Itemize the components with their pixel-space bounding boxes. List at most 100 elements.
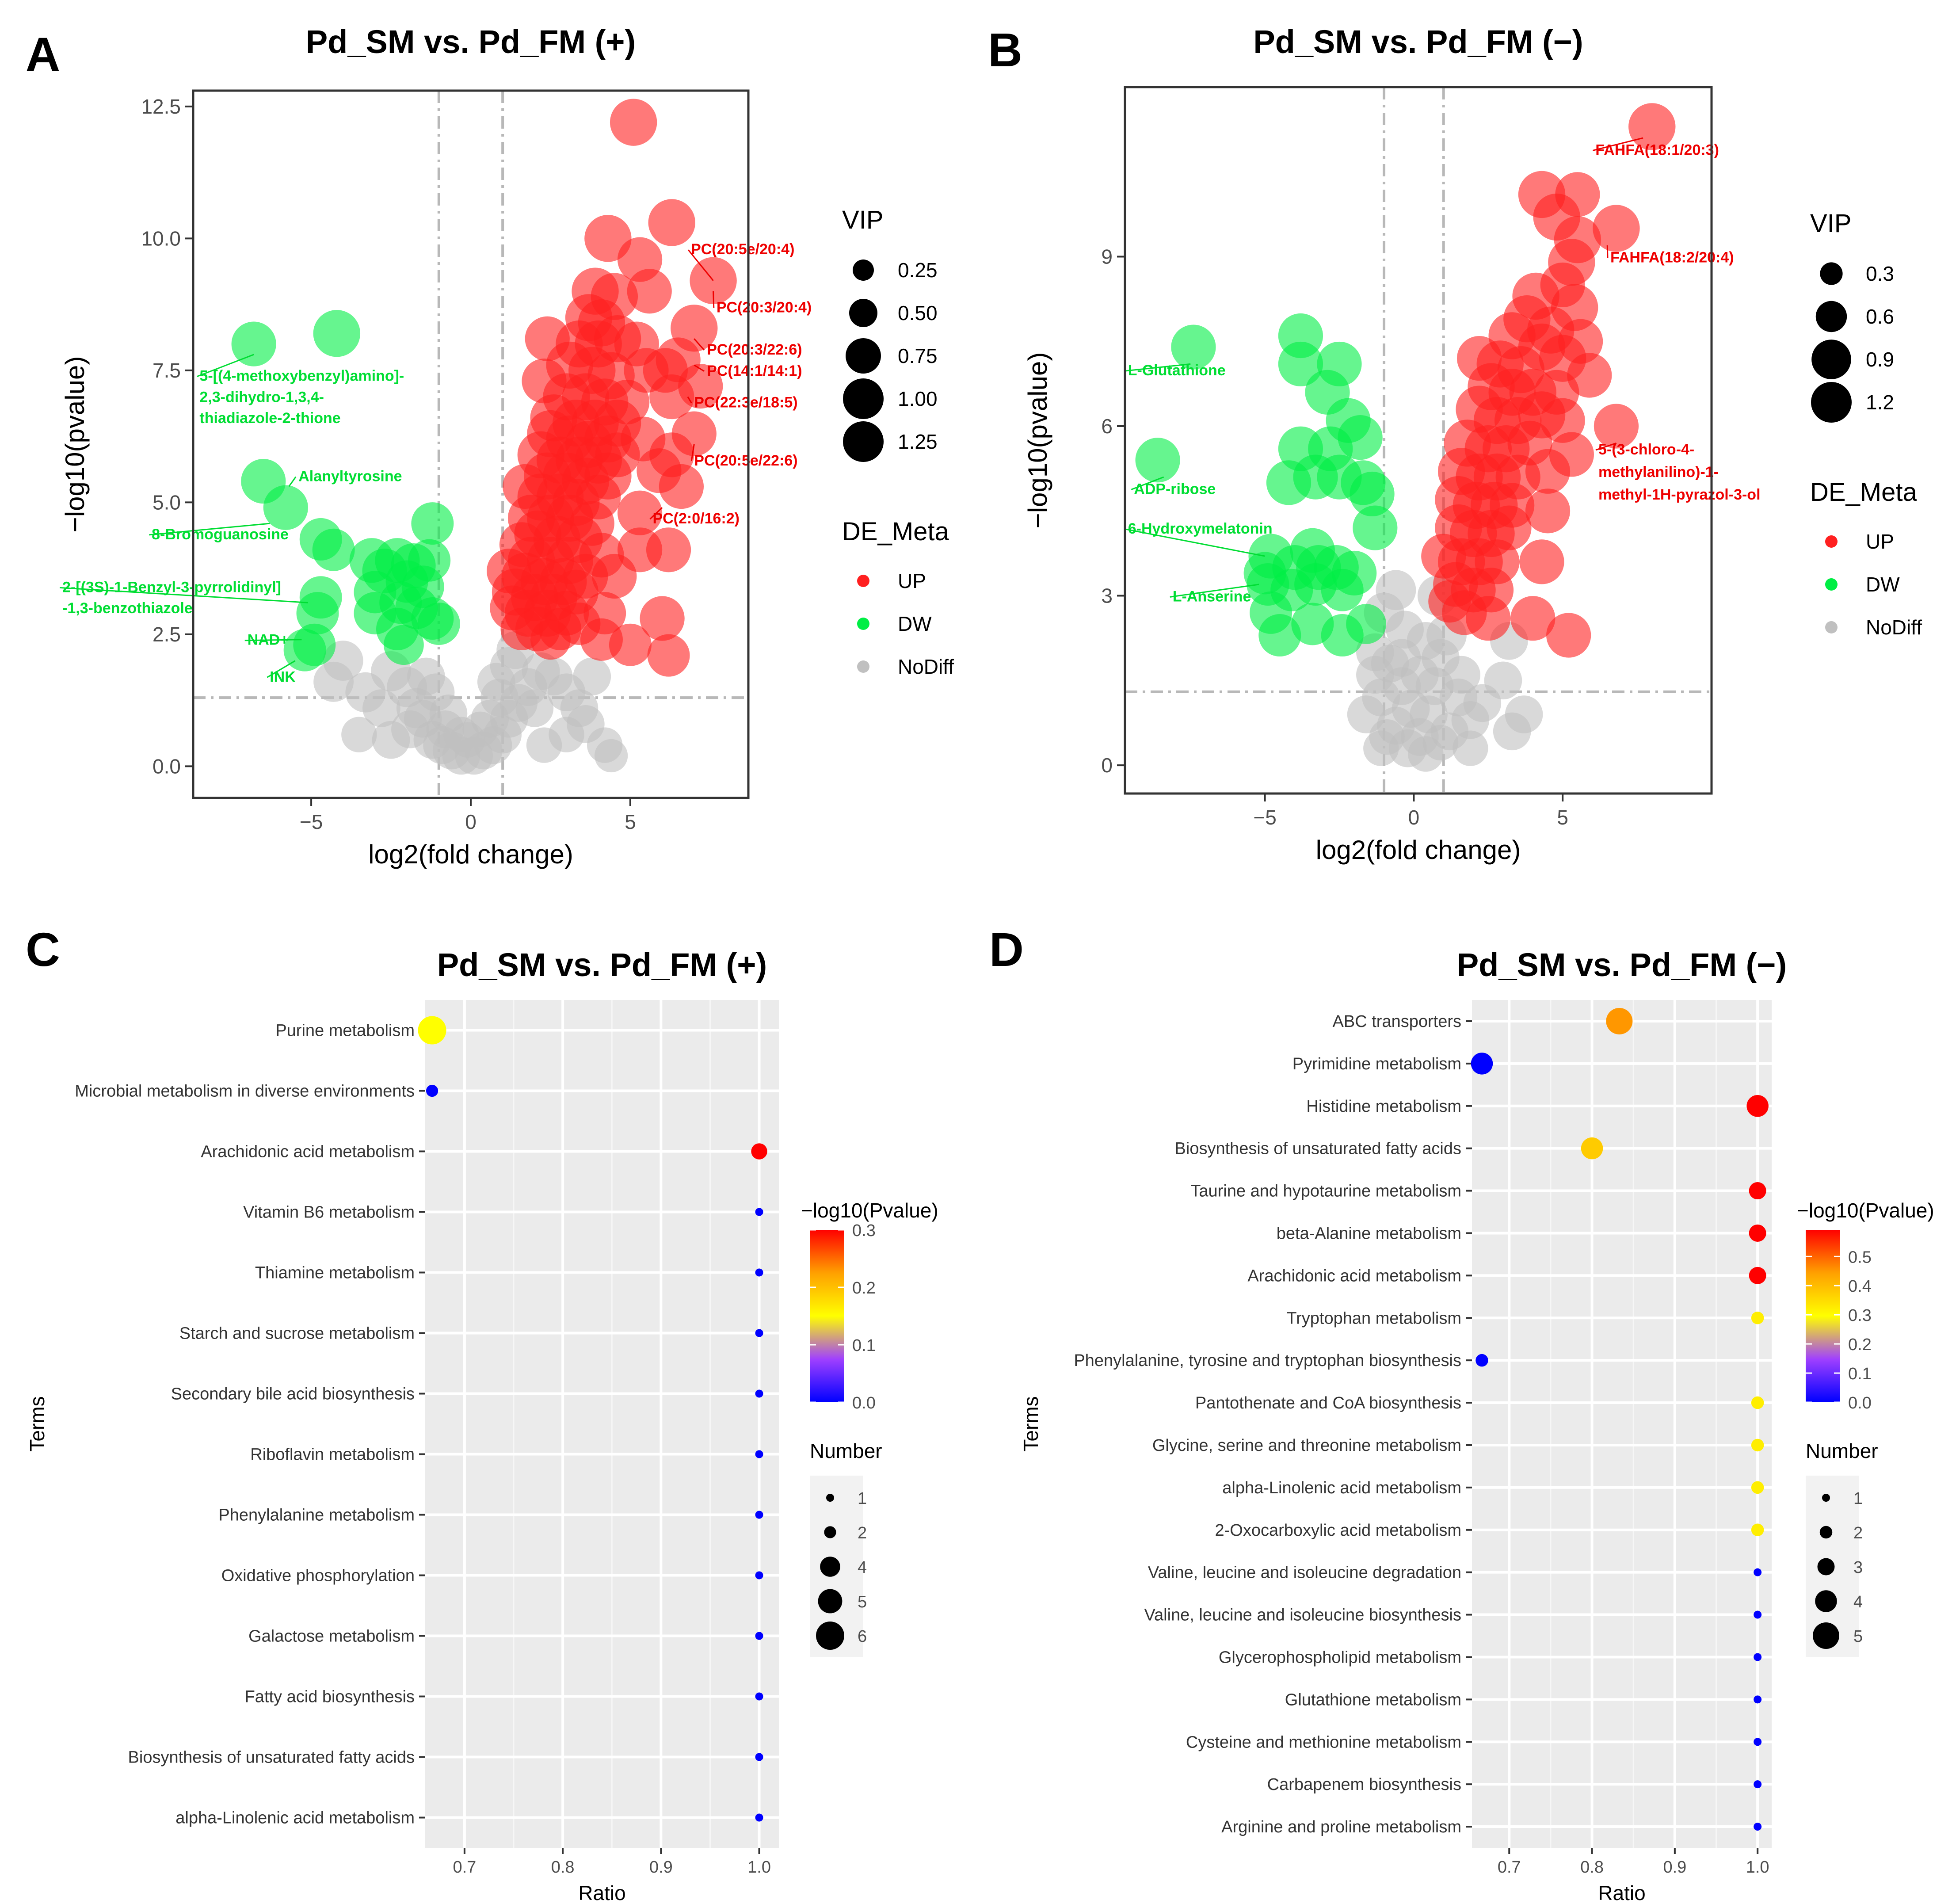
size-legend-label: 4 xyxy=(858,1558,867,1577)
legend-vip-label: 0.9 xyxy=(1866,348,1894,371)
size-legend-symbol xyxy=(1819,1526,1833,1539)
annotation-leader xyxy=(288,476,297,487)
annotation-label: PC(2:0/16:2) xyxy=(652,510,740,527)
x-tick-label: 0.8 xyxy=(551,1858,575,1877)
term-label: Phenylalanine, tyrosine and tryptophan b… xyxy=(1074,1351,1461,1370)
term-dot xyxy=(1749,1182,1766,1200)
legend-de-symbol xyxy=(1825,535,1838,548)
size-legend-symbol xyxy=(1822,1494,1830,1502)
legend-de-label: DW xyxy=(1866,573,1900,596)
term-dot xyxy=(1471,1053,1493,1075)
data-point-up xyxy=(1519,539,1564,584)
size-legend-title: Number xyxy=(810,1439,882,1462)
data-point-nodiff xyxy=(1369,719,1405,755)
color-legend-label: 0.1 xyxy=(1848,1365,1872,1383)
data-point-up xyxy=(530,619,571,660)
annotation-label: methylanilino)-1- xyxy=(1598,464,1719,481)
size-legend-title: Number xyxy=(1806,1439,1878,1462)
data-point-dw xyxy=(1171,324,1216,370)
data-point-up xyxy=(649,374,694,420)
x-tick-label: 1.0 xyxy=(1746,1858,1769,1877)
color-legend-label: 0.4 xyxy=(1848,1277,1872,1296)
term-dot xyxy=(1475,1354,1488,1367)
annotation-leader xyxy=(687,249,714,281)
term-label: alpha-Linolenic acid metabolism xyxy=(175,1809,415,1828)
plot-frame xyxy=(1124,86,1713,795)
term-label: Riboflavin metabolism xyxy=(250,1446,415,1464)
term-dot xyxy=(418,1016,446,1045)
term-dot xyxy=(1754,1738,1762,1746)
size-legend-symbol xyxy=(1815,1590,1837,1612)
term-dot xyxy=(1749,1224,1766,1242)
annotation-label: PC(20:5e/20:4) xyxy=(691,241,794,258)
data-point-nodiff xyxy=(515,689,554,727)
data-point-dw xyxy=(1350,471,1395,517)
data-point-nodiff xyxy=(477,663,515,701)
size-legend-label: 1 xyxy=(1853,1489,1863,1508)
legend-de-title: DE_Meta xyxy=(1810,478,1918,507)
data-point-up xyxy=(1466,596,1511,641)
legend-vip-symbol xyxy=(843,378,884,419)
annotation-leader xyxy=(694,364,705,372)
term-dot xyxy=(755,1389,763,1398)
term-dot xyxy=(1754,1610,1762,1619)
data-point-dw xyxy=(1353,505,1398,550)
y-tick-label: 10.0 xyxy=(141,227,181,250)
annotation-label: Alanyltyrosine xyxy=(298,468,402,485)
annotation-label: 2,3-dihydro-1,3,4- xyxy=(199,389,324,405)
data-point-dw xyxy=(1278,341,1323,387)
term-dot xyxy=(1751,1312,1764,1324)
annotation-leader xyxy=(713,291,715,308)
data-point-up xyxy=(1487,505,1532,550)
legend-de-label: UP xyxy=(898,569,926,592)
term-label: Fatty acid biosynthesis xyxy=(245,1688,415,1706)
data-point-up xyxy=(1525,488,1571,534)
size-legend-label: 6 xyxy=(858,1627,867,1646)
legend-vip-label: 0.75 xyxy=(898,344,938,367)
term-label: Valine, leucine and isoleucine degradati… xyxy=(1148,1564,1461,1582)
data-point-dw xyxy=(231,321,276,366)
y-axis-label: −log10(pvalue) xyxy=(60,356,90,533)
data-point-dw xyxy=(411,502,454,545)
data-point-nodiff xyxy=(341,717,377,752)
annotation-label: PC(20:5e/22:6) xyxy=(694,452,797,469)
data-point-up xyxy=(1593,205,1640,252)
data-point-up xyxy=(1428,580,1471,623)
term-label: Arachidonic acid metabolism xyxy=(1247,1267,1461,1285)
annotation-leader xyxy=(1595,442,1616,451)
data-point-dw xyxy=(1346,604,1387,644)
data-point-nodiff xyxy=(372,721,410,759)
size-legend-symbol xyxy=(816,1622,844,1650)
data-point-nodiff xyxy=(1484,661,1522,700)
size-legend-symbol xyxy=(824,1526,836,1538)
chart-title: Pd_SM vs. Pd_FM (+) xyxy=(306,23,636,60)
color-legend-label: 0.3 xyxy=(852,1221,876,1240)
panel-a: A Pd_SM vs. Pd_FM (+) PC(20:5e/20:4) PC(20:… xyxy=(26,23,954,869)
legend-de-label: DW xyxy=(898,612,932,635)
data-point-up xyxy=(580,618,623,661)
term-label: Arginine and proline metabolism xyxy=(1221,1818,1461,1836)
x-tick-label: −5 xyxy=(1253,806,1276,829)
panel-letter: D xyxy=(989,923,1024,976)
data-point-dw xyxy=(313,310,361,357)
term-label: Carbapenem biosynthesis xyxy=(1267,1775,1461,1794)
legend-vip-symbol xyxy=(846,338,881,374)
annotation-label: 5-[(4-methoxybenzyl)amino]- xyxy=(199,368,404,385)
data-point-dw xyxy=(1243,552,1286,595)
annotation-leader xyxy=(1125,363,1191,372)
y-tick-label: 0 xyxy=(1101,754,1113,777)
legend-vip-title: VIP xyxy=(1810,209,1852,238)
data-point-nodiff xyxy=(1439,678,1478,717)
annotation-label: methyl-1H-pyrazol-3-ol xyxy=(1598,486,1761,503)
term-dot xyxy=(755,1208,763,1216)
term-label: alpha-Linolenic acid metabolism xyxy=(1222,1479,1461,1497)
term-label: 2-Oxocarboxylic acid metabolism xyxy=(1215,1521,1461,1540)
y-tick-label: 3 xyxy=(1101,584,1113,607)
term-label: Galactose metabolism xyxy=(248,1627,415,1646)
chart-title: Pd_SM vs. Pd_FM (−) xyxy=(1253,23,1583,60)
size-legend-label: 2 xyxy=(858,1524,867,1542)
color-legend-label: 0.1 xyxy=(852,1336,876,1355)
annotation-leader xyxy=(59,587,308,603)
data-point-up xyxy=(640,596,685,641)
term-dot xyxy=(1746,1095,1769,1117)
